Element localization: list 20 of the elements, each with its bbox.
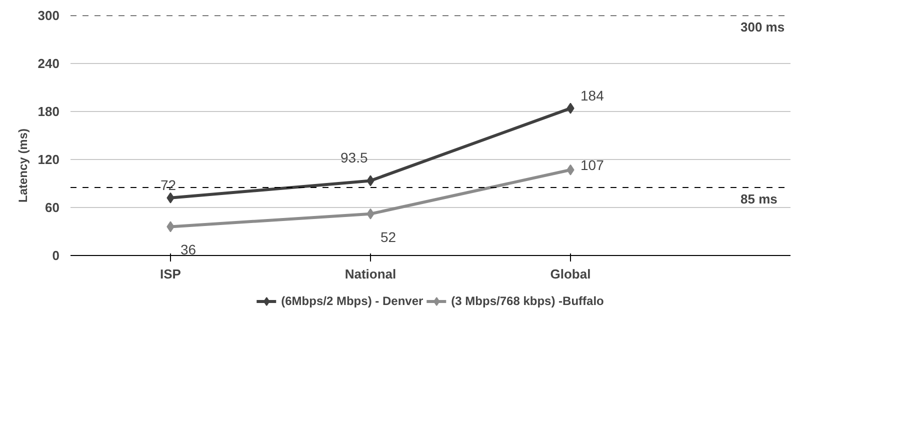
data-label: 36 [180, 242, 196, 258]
data-label: 52 [380, 228, 396, 245]
x-tick-label: Global [550, 266, 591, 282]
legend-label: (3 Mbps/768 kbps) -Buffalo [451, 294, 604, 308]
y-tick-label: 300 [38, 8, 60, 23]
y-axis-title: Latency (ms) [16, 128, 30, 203]
y-tick-label: 180 [38, 104, 60, 119]
y-tick-label: 60 [45, 200, 60, 215]
data-label: 107 [580, 156, 604, 173]
y-tick-label: 120 [38, 152, 60, 167]
data-label: 72 [160, 176, 176, 193]
ref-line-label: 85 ms [740, 192, 778, 206]
y-tick-label: 240 [38, 56, 60, 71]
data-label: 93.5 [340, 150, 368, 166]
data-label: 184 [580, 87, 604, 104]
ref-line-label: 300 ms [740, 20, 785, 34]
x-tick-label: ISP [160, 266, 182, 282]
y-tick-label: 0 [52, 248, 60, 263]
legend-label: (6Mbps/2 Mbps) - Denver [281, 294, 424, 308]
x-tick-label: National [344, 266, 396, 282]
